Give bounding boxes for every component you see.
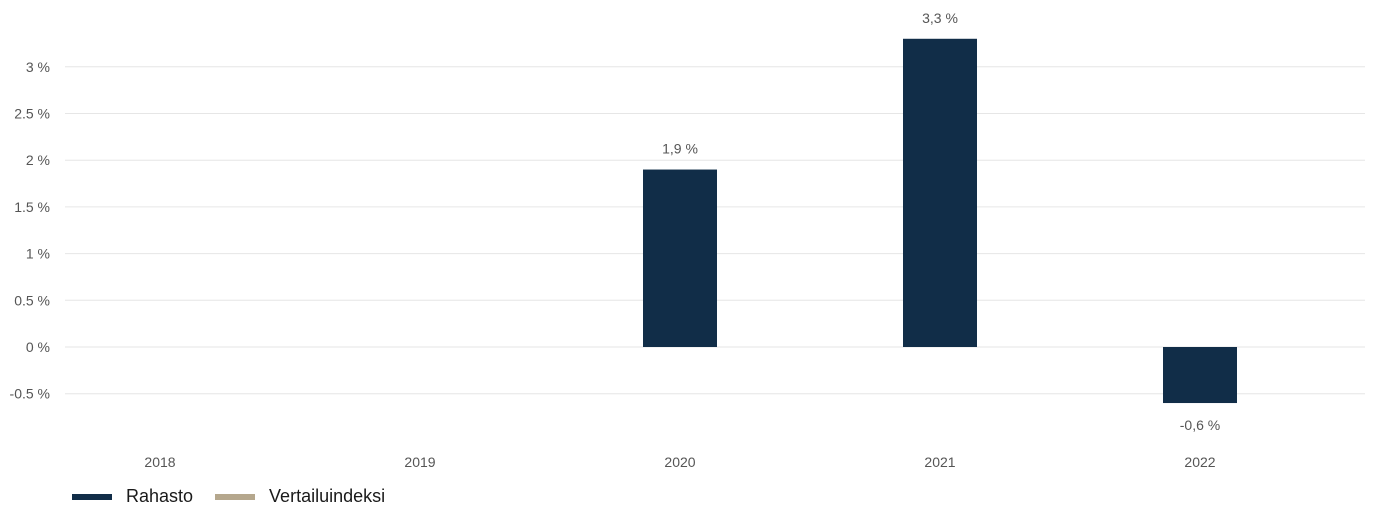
legend-item-vertailuindeksi[interactable]: Vertailuindeksi bbox=[215, 486, 385, 507]
data-label-2021: 3,3 % bbox=[922, 10, 958, 26]
x-tick-label: 2022 bbox=[1184, 454, 1215, 470]
legend: Rahasto Vertailuindeksi bbox=[72, 486, 407, 507]
y-tick-label: -0.5 % bbox=[10, 386, 50, 402]
bar-2021 bbox=[903, 39, 977, 347]
bar-2020 bbox=[643, 170, 717, 347]
legend-item-rahasto[interactable]: Rahasto bbox=[72, 486, 193, 507]
x-tick-label: 2018 bbox=[144, 454, 175, 470]
y-tick-label: 0 % bbox=[26, 339, 50, 355]
y-tick-label: 2.5 % bbox=[14, 106, 50, 122]
bars bbox=[643, 39, 1237, 403]
legend-label-vertailuindeksi: Vertailuindeksi bbox=[269, 486, 385, 507]
x-tick-label: 2020 bbox=[664, 454, 695, 470]
y-axis-ticks: -0.5 % 0 % 0.5 % 1 % 1.5 % 2 % 2.5 % 3 % bbox=[10, 59, 50, 402]
data-label-2022: -0,6 % bbox=[1180, 417, 1220, 433]
bar-2022 bbox=[1163, 347, 1237, 403]
legend-swatch-rahasto bbox=[72, 494, 112, 500]
x-axis-ticks: 2018 2019 2020 2021 2022 bbox=[144, 454, 1215, 470]
legend-swatch-vertailuindeksi bbox=[215, 494, 255, 500]
y-tick-label: 2 % bbox=[26, 152, 50, 168]
data-label-2020: 1,9 % bbox=[662, 141, 698, 157]
y-tick-label: 1 % bbox=[26, 246, 50, 262]
x-tick-label: 2019 bbox=[404, 454, 435, 470]
y-tick-label: 3 % bbox=[26, 59, 50, 75]
y-tick-label: 1.5 % bbox=[14, 199, 50, 215]
y-tick-label: 0.5 % bbox=[14, 292, 50, 308]
legend-label-rahasto: Rahasto bbox=[126, 486, 193, 507]
x-tick-label: 2021 bbox=[924, 454, 955, 470]
